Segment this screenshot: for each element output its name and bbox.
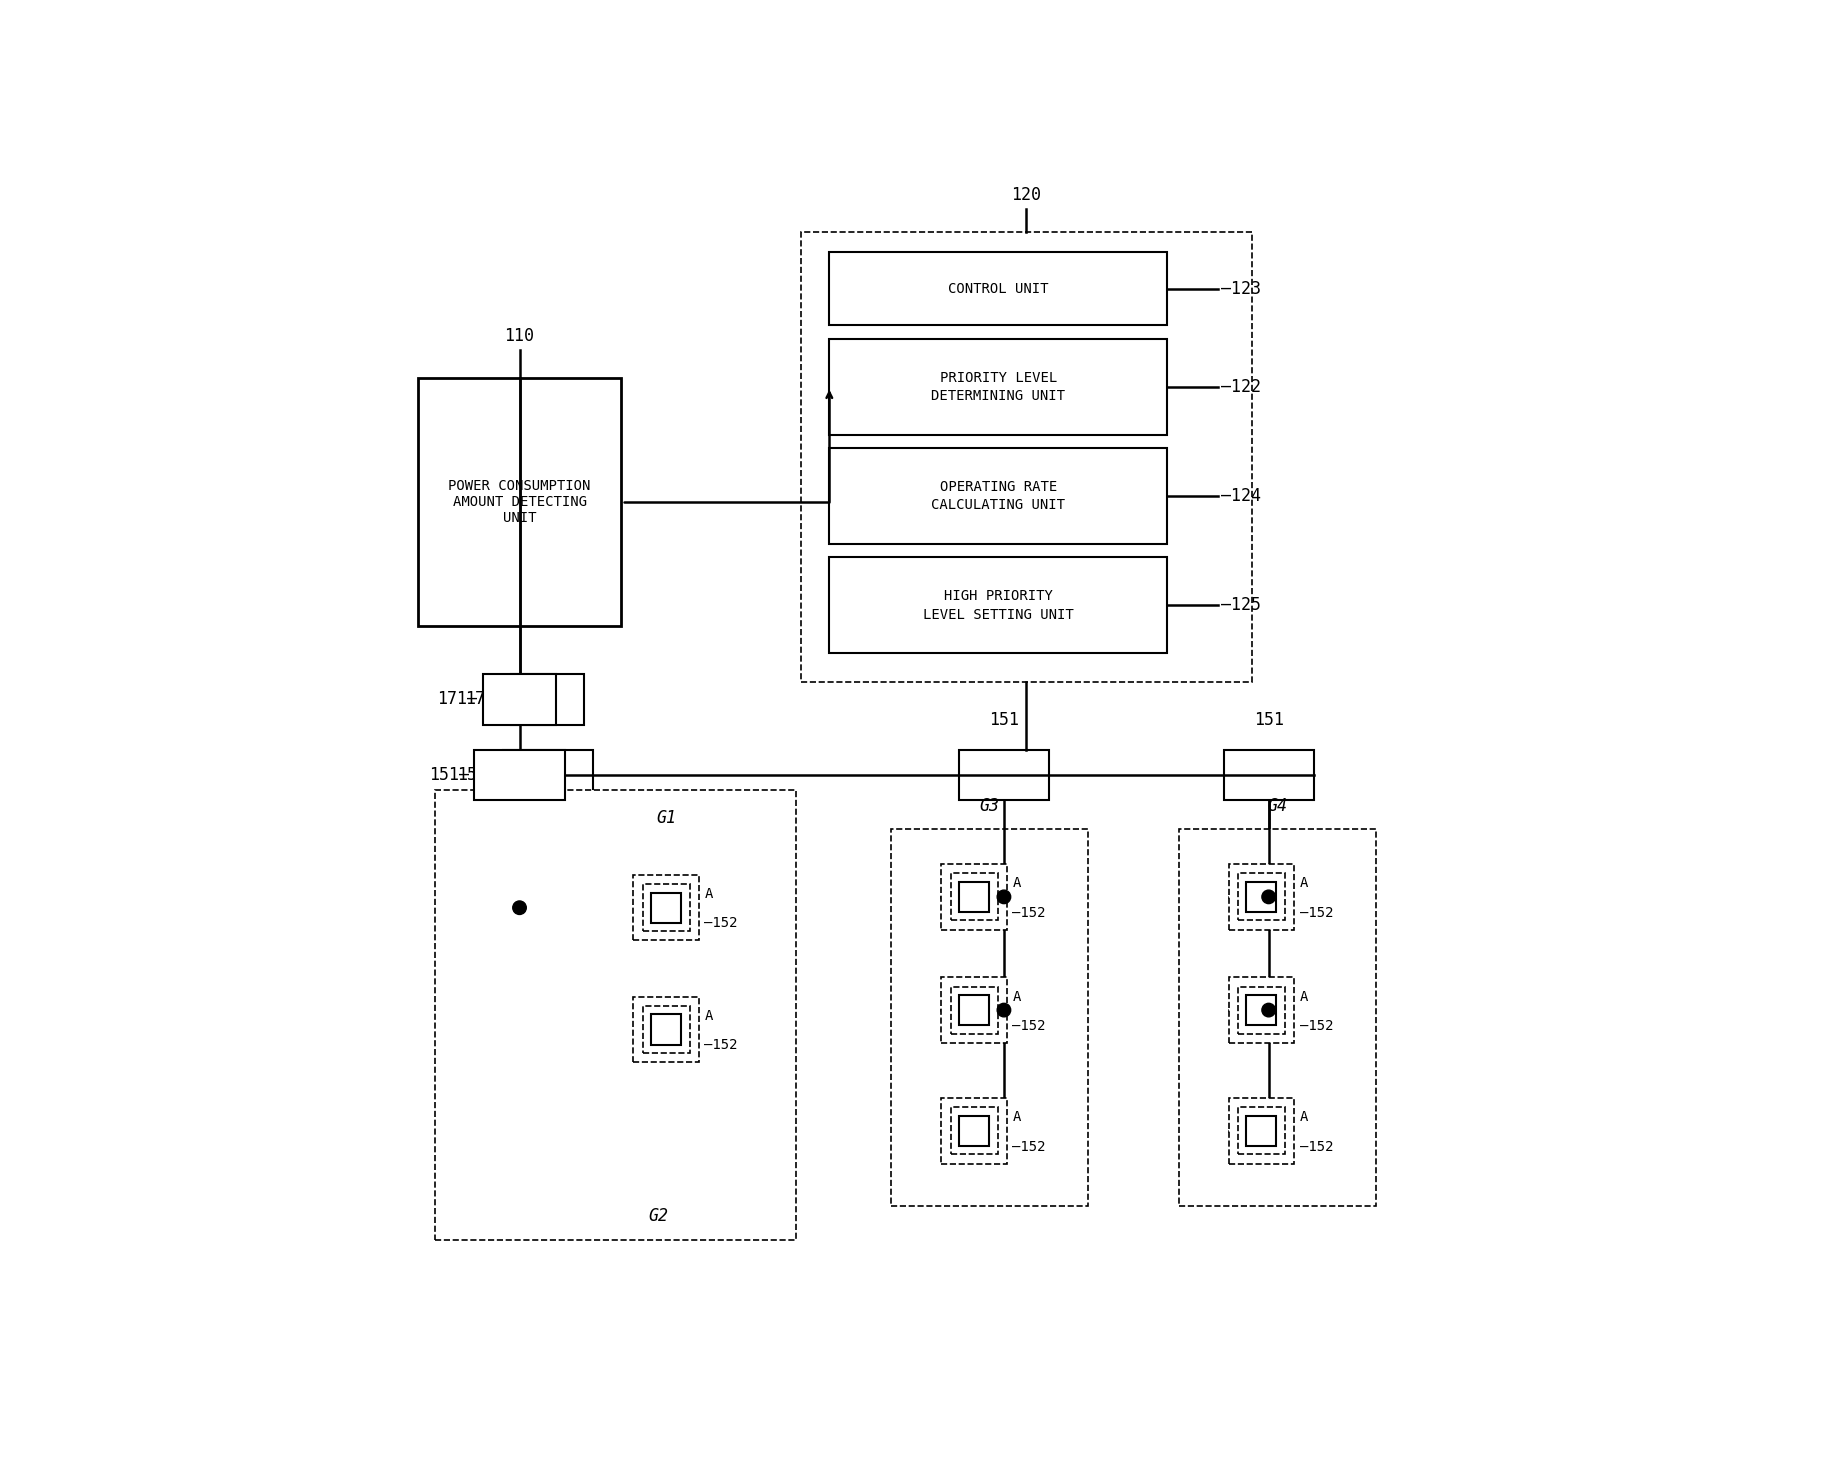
Text: A: A	[705, 887, 713, 901]
Text: –122: –122	[1220, 377, 1261, 396]
Circle shape	[1262, 890, 1275, 904]
Text: A: A	[1299, 1110, 1308, 1125]
Text: G2: G2	[649, 1207, 669, 1226]
Text: 171–: 171–	[437, 691, 477, 708]
Text: –152: –152	[705, 916, 738, 930]
Bar	[1178, 830, 1376, 1207]
Text: A: A	[1012, 876, 1021, 891]
Bar	[650, 892, 681, 923]
Bar	[1230, 865, 1294, 929]
Text: –125: –125	[1220, 597, 1261, 614]
Text: –152: –152	[1012, 1140, 1045, 1154]
Bar	[1239, 986, 1284, 1033]
Bar	[829, 557, 1167, 652]
Text: A: A	[1299, 876, 1308, 891]
Text: –124: –124	[1220, 487, 1261, 505]
Bar	[482, 674, 555, 724]
Text: PRIORITY LEVEL
DETERMINING UNIT: PRIORITY LEVEL DETERMINING UNIT	[932, 370, 1065, 402]
Bar	[1239, 1107, 1284, 1154]
Text: A: A	[1012, 1110, 1021, 1125]
Bar	[643, 1007, 689, 1053]
Text: –152: –152	[705, 1039, 738, 1052]
Bar	[829, 448, 1167, 544]
Bar	[634, 875, 698, 941]
Text: POWER CONSUMPTION
AMOUNT DETECTING
UNIT: POWER CONSUMPTION AMOUNT DETECTING UNIT	[448, 478, 590, 525]
Bar	[502, 749, 592, 800]
Bar	[643, 884, 689, 932]
Bar	[512, 674, 585, 724]
Bar	[829, 339, 1167, 435]
Bar	[1230, 1099, 1294, 1163]
Text: G1: G1	[656, 809, 676, 827]
Text: CONTROL UNIT: CONTROL UNIT	[948, 282, 1049, 296]
Text: –152: –152	[1012, 906, 1045, 920]
Text: A: A	[705, 1009, 713, 1023]
Text: –152: –152	[1299, 906, 1334, 920]
Text: –152: –152	[1299, 1140, 1334, 1154]
Bar	[435, 790, 795, 1241]
Text: A: A	[1012, 989, 1021, 1004]
Bar	[802, 231, 1251, 682]
Bar	[1239, 873, 1284, 920]
Bar	[959, 749, 1049, 800]
Bar	[1246, 882, 1277, 911]
Text: OPERATING RATE
CALCULATING UNIT: OPERATING RATE CALCULATING UNIT	[932, 480, 1065, 512]
Bar	[475, 749, 565, 800]
Bar	[892, 830, 1089, 1207]
Text: –152: –152	[1299, 1018, 1334, 1033]
Text: G4: G4	[1268, 797, 1286, 815]
Bar	[959, 1116, 988, 1146]
Text: 151: 151	[1253, 711, 1284, 729]
Bar	[950, 873, 998, 920]
Text: G3: G3	[979, 797, 999, 815]
Bar	[941, 977, 1007, 1043]
Bar	[959, 882, 988, 911]
Text: 151–: 151–	[457, 765, 497, 784]
Text: –152: –152	[1012, 1018, 1045, 1033]
Bar	[941, 865, 1007, 929]
Bar	[418, 379, 621, 626]
Bar	[1230, 977, 1294, 1043]
Circle shape	[513, 901, 526, 914]
Bar	[1246, 1116, 1277, 1146]
Bar	[829, 252, 1167, 325]
Text: 151: 151	[988, 711, 1019, 729]
Circle shape	[998, 1004, 1010, 1017]
Text: A: A	[1299, 989, 1308, 1004]
Text: HIGH PRIORITY
LEVEL SETTING UNIT: HIGH PRIORITY LEVEL SETTING UNIT	[923, 590, 1074, 622]
Text: 151–: 151–	[429, 765, 470, 784]
Bar	[941, 1099, 1007, 1163]
Text: 110: 110	[504, 326, 535, 344]
Bar	[634, 996, 698, 1062]
Text: –123: –123	[1220, 279, 1261, 298]
Text: 171–: 171–	[466, 691, 506, 708]
Bar	[950, 986, 998, 1033]
Circle shape	[998, 890, 1010, 904]
Bar	[650, 1014, 681, 1045]
Circle shape	[1262, 1004, 1275, 1017]
Bar	[950, 1107, 998, 1154]
Bar	[959, 995, 988, 1026]
Bar	[1246, 995, 1277, 1026]
Text: 120: 120	[1012, 186, 1041, 203]
Bar	[592, 840, 767, 1105]
Bar	[1224, 749, 1314, 800]
